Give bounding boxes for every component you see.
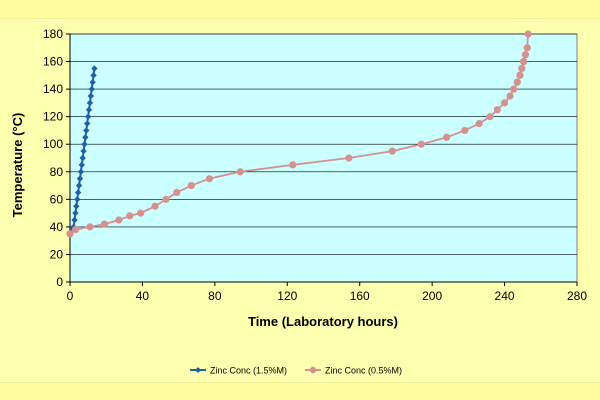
x-tick-label-4: 160 (350, 289, 370, 303)
x-tick-labels: 0 40 80 120 160 200 240 280 (67, 289, 588, 303)
data-point-0-20 (86, 99, 94, 107)
data-point-0-12 (79, 154, 86, 162)
grid-lines (70, 33, 577, 255)
y-tick-label-8: 160 (43, 55, 63, 69)
data-point-1-6 (137, 209, 145, 217)
y-tick-label-9: 180 (43, 27, 63, 41)
legend-label-1: Zinc Conc (0.5%M) (325, 366, 402, 376)
data-point-0-25 (91, 65, 98, 72)
data-point-1-7 (151, 202, 159, 210)
x-axis-label: Time (Laboratory hours) (248, 314, 398, 329)
x-tick-label-1: 40 (136, 289, 150, 303)
y-tick-label-0: 0 (56, 275, 63, 289)
data-point-0-22 (88, 85, 95, 93)
plot-area (69, 33, 578, 283)
data-point-1-30 (523, 44, 531, 52)
data-point-1-23 (506, 92, 514, 100)
data-point-0-18 (84, 113, 92, 120)
data-point-1-16 (417, 140, 425, 148)
data-point-0-17 (84, 120, 91, 127)
data-point-1-10 (187, 181, 195, 190)
data-point-1-25 (513, 78, 521, 86)
data-point-1-18 (461, 126, 469, 135)
x-tick-label-6: 240 (495, 289, 515, 303)
data-point-1-26 (516, 71, 524, 79)
x-tick-label-0: 0 (67, 289, 74, 303)
series-0 (66, 65, 98, 237)
data-point-0-15 (82, 134, 89, 141)
y-axis-label: Temperature (°C) (10, 113, 25, 218)
data-point-0-9 (76, 175, 84, 182)
legend: Zinc Conc (1.5%M) Zinc Conc (0.5%M) (190, 366, 402, 376)
data-point-0-24 (90, 72, 97, 79)
data-point-0-23 (89, 79, 96, 86)
data-point-0-7 (74, 189, 82, 196)
y-tick-labels: 0 20 40 60 80 100 120 140 160 180 (43, 27, 63, 289)
y-tick-label-6: 120 (43, 110, 63, 124)
data-point-0-13 (80, 147, 87, 155)
axes (66, 33, 578, 286)
data-point-1-22 (500, 99, 509, 107)
data-point-1-0 (66, 230, 74, 238)
data-point-1-24 (510, 85, 518, 93)
data-point-0-21 (87, 92, 95, 100)
x-tick-label-2: 80 (208, 289, 222, 303)
series-1 (66, 30, 532, 238)
data-point-1-20 (486, 113, 494, 121)
data-point-0-4 (72, 209, 79, 217)
data-point-0-5 (73, 203, 80, 210)
data-point-1-19 (475, 119, 483, 128)
data-point-1-31 (524, 30, 532, 38)
data-point-0-11 (78, 161, 85, 169)
x-tick-label-3: 120 (277, 289, 297, 303)
data-point-0-10 (77, 168, 85, 175)
data-point-1-14 (345, 154, 353, 162)
data-point-1-15 (388, 147, 396, 155)
data-point-1-11 (205, 175, 214, 183)
data-point-0-14 (81, 141, 88, 148)
data-point-1-5 (126, 212, 134, 220)
data-point-1-27 (518, 64, 526, 73)
data-point-1-8 (162, 195, 170, 203)
x-tick-label-5: 200 (422, 289, 442, 303)
data-point-1-28 (519, 57, 528, 66)
data-point-0-3 (71, 216, 78, 224)
series-layer (66, 30, 532, 238)
data-point-1-12 (236, 168, 244, 176)
data-point-1-9 (173, 188, 181, 197)
y-tick-label-3: 60 (50, 192, 64, 206)
data-point-1-3 (100, 220, 109, 228)
legend-label-0: Zinc Conc (1.5%M) (210, 366, 287, 376)
y-tick-label-1: 20 (50, 247, 64, 261)
y-tick-label-7: 140 (43, 82, 63, 96)
legend-marker-0 (195, 367, 201, 373)
x-tick-label-7: 280 (567, 289, 587, 303)
legend-marker-1 (309, 366, 317, 374)
y-tick-label-5: 100 (43, 137, 63, 151)
data-point-1-29 (521, 51, 529, 59)
data-point-0-19 (85, 106, 93, 113)
data-point-0-16 (83, 127, 90, 134)
data-point-1-1 (71, 226, 80, 234)
y-tick-label-4: 80 (50, 165, 64, 179)
data-point-1-17 (443, 133, 451, 141)
data-point-0-8 (75, 182, 83, 189)
data-point-1-4 (115, 216, 123, 224)
data-point-1-2 (86, 223, 94, 231)
data-point-1-21 (493, 106, 501, 114)
y-tick-label-2: 40 (50, 220, 64, 234)
data-point-0-6 (74, 196, 81, 203)
data-point-1-13 (289, 161, 297, 169)
